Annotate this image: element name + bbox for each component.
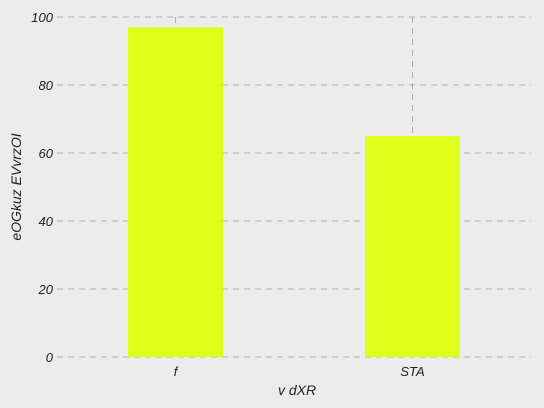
y-tick-label: 20: [38, 282, 54, 297]
y-tick-label: 80: [39, 78, 54, 93]
y-tick-label: 100: [31, 10, 53, 25]
y-tick-label: 0: [46, 350, 54, 365]
x-tick-label: f: [174, 364, 179, 379]
bar-f: [128, 27, 223, 357]
x-axis-label: v dXR: [278, 382, 316, 398]
y-tick-labels: 0 20 40 60 80 100: [31, 10, 53, 365]
bar-STA: [365, 136, 460, 357]
x-tick-labels: f STA: [174, 364, 425, 379]
y-axis-label: eOGkuz EVvrzOI: [8, 133, 24, 240]
bars: [128, 27, 460, 357]
x-tick-label: STA: [400, 364, 424, 379]
y-tick-label: 60: [39, 146, 54, 161]
y-tick-label: 40: [39, 214, 54, 229]
